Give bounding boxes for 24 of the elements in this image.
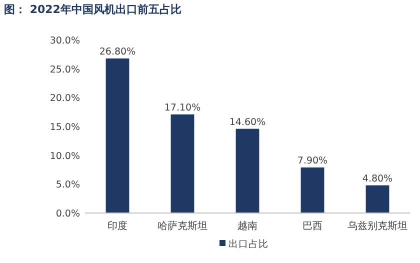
y-tick-label: 0.0%	[56, 208, 80, 220]
data-label: 14.60%	[229, 116, 266, 128]
data-label: 17.10%	[164, 102, 201, 114]
legend-label: 出口占比	[228, 238, 268, 250]
x-tick-label: 印度	[108, 220, 128, 232]
x-tick-label: 巴西	[302, 221, 322, 232]
bar	[106, 58, 130, 213]
data-label: 7.90%	[297, 155, 328, 166]
bar	[300, 167, 324, 213]
y-tick-label: 25.0%	[50, 64, 80, 76]
x-tick-label: 越南	[238, 220, 258, 232]
chart-title: 图： 2022年中国风机出口前五占比	[4, 3, 182, 16]
bar	[236, 128, 260, 213]
data-label: 26.80%	[99, 46, 136, 58]
bar	[366, 185, 390, 213]
y-tick-label: 20.0%	[50, 93, 80, 104]
bar	[170, 114, 194, 213]
y-tick-label: 30.0%	[50, 36, 80, 46]
y-tick-label: 5.0%	[56, 180, 80, 191]
x-tick-label: 哈萨克斯坦	[158, 220, 208, 232]
y-tick-label: 15.0%	[50, 122, 80, 133]
data-label: 4.80%	[362, 173, 393, 184]
x-tick-label: 乌兹别克斯坦	[348, 220, 408, 232]
y-tick-label: 10.0%	[50, 150, 80, 162]
